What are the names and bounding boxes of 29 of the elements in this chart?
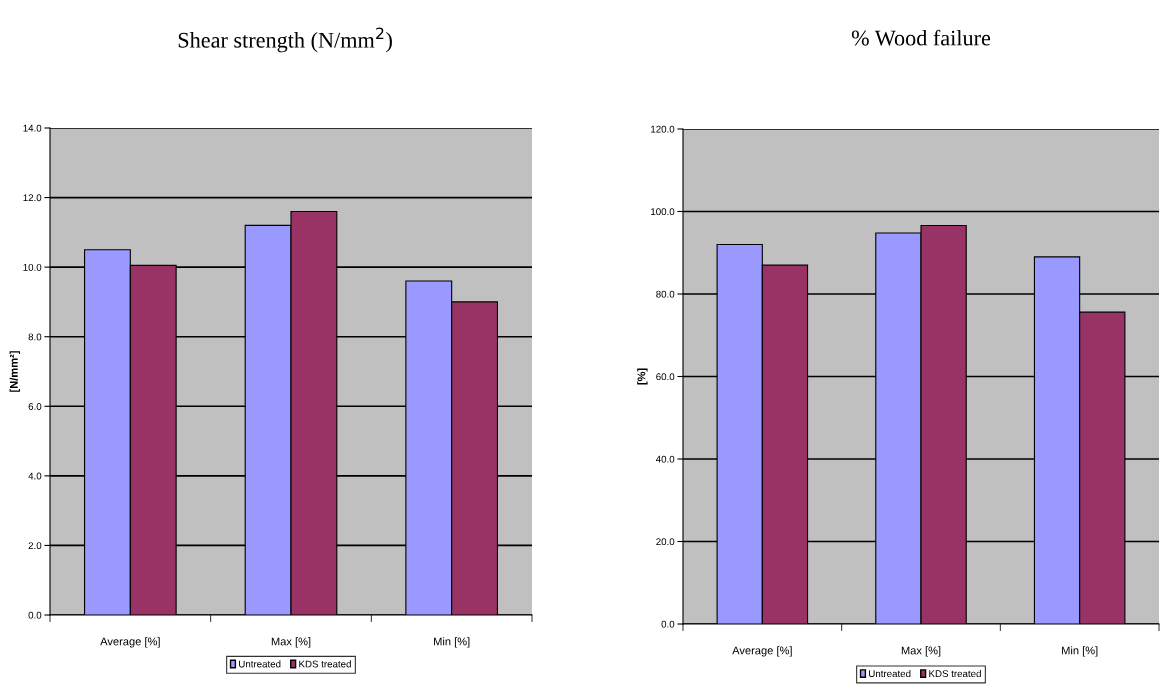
y-tick-label: 10.0 <box>23 263 42 271</box>
x-tick-label: Min [%] <box>1062 646 1098 657</box>
y-tick-label: 4.0 <box>28 472 42 480</box>
y-tick-label: 60.0 <box>656 373 675 381</box>
y-tick-label: 120.0 <box>651 125 675 133</box>
legend-label: Untreated <box>869 669 911 678</box>
y-tick-label: 0.0 <box>28 611 42 619</box>
y-tick-label: 12.0 <box>23 194 42 202</box>
chart-title: % Wood failure <box>851 29 991 46</box>
legend-label: KDS treated <box>299 660 351 668</box>
legend-label: KDS treated <box>929 669 981 678</box>
x-tick-label: Average [%] <box>100 637 160 648</box>
y-tick-label: 40.0 <box>655 455 675 463</box>
y-tick-label: 8.0 <box>28 333 42 341</box>
y-tick-label: 80.0 <box>656 290 675 298</box>
chart-title: Shear strength (N/mm$^{2}$) <box>178 27 392 53</box>
y-axis-title: [%] <box>637 368 648 385</box>
y-tick-label: 20.0 <box>656 538 675 546</box>
y-tick-label: 0.0 <box>661 620 675 628</box>
legend-label: Untreated <box>239 660 281 668</box>
y-tick-label: 6.0 <box>28 403 42 410</box>
x-tick-label: Max [%] <box>901 646 941 657</box>
y-tick-label: 2.0 <box>28 542 42 550</box>
y-tick-label: 100.0 <box>651 208 675 216</box>
x-tick-label: Min [%] <box>434 637 470 648</box>
y-axis-title: [N/mm²] <box>9 351 20 392</box>
x-tick-label: Average [%] <box>732 646 792 657</box>
x-tick-label: Max [%] <box>271 637 311 648</box>
y-tick-label: 14.0 <box>23 124 42 132</box>
